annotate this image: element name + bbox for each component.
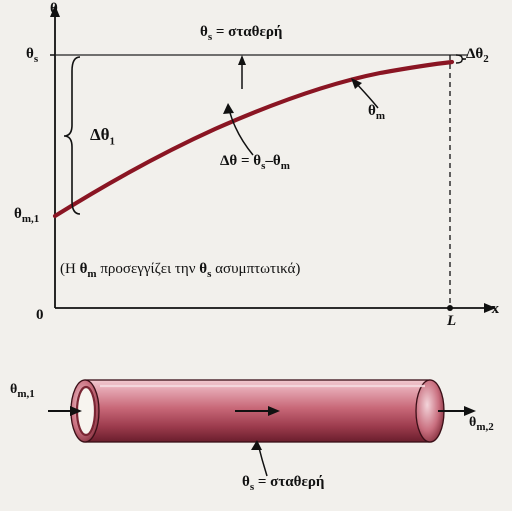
chart-svg [10, 3, 502, 343]
footnote: (Η θm προσεγγίζει την θs ασυμπτωτικά) [60, 261, 300, 280]
delta-theta-2-label: Δθ2 [466, 46, 489, 65]
pipe-panel: θm,1 θm,2 θs = σταθερή [10, 370, 502, 505]
ytick-theta-m1-label: θm,1 [14, 206, 39, 225]
top-theta-s-label: θs = σταθερή [200, 24, 282, 43]
delta-theta-1-label: Δθ1 [90, 125, 115, 147]
y-axis-label: θ [50, 1, 58, 18]
leader-delta-head [223, 103, 234, 114]
tick-L: L [447, 313, 456, 330]
pipe-label-bottom: θs = σταθερή [242, 474, 324, 493]
delta-formula: Δθ = θs–θm [220, 153, 290, 172]
origin-label: 0 [36, 307, 44, 324]
arrow-to-line-head [238, 55, 246, 65]
pipe-label-left: θm,1 [10, 382, 35, 400]
brace-delta2 [456, 55, 466, 63]
brace-delta1 [64, 57, 80, 214]
chart-panel: θ x L 0 θs θm,1 θs = σταθερή θm Δθ2 Δθ1 [10, 3, 502, 343]
curve-theta-m-label: θm [368, 103, 385, 122]
pipe-label-right: θm,2 [469, 415, 494, 433]
tick-L-dot [447, 305, 453, 311]
ytick-theta-s-label: θs [26, 46, 38, 65]
figure-root: θ x L 0 θs θm,1 θs = σταθερή θm Δθ2 Δθ1 [0, 0, 512, 511]
x-axis-label: x [492, 301, 500, 318]
